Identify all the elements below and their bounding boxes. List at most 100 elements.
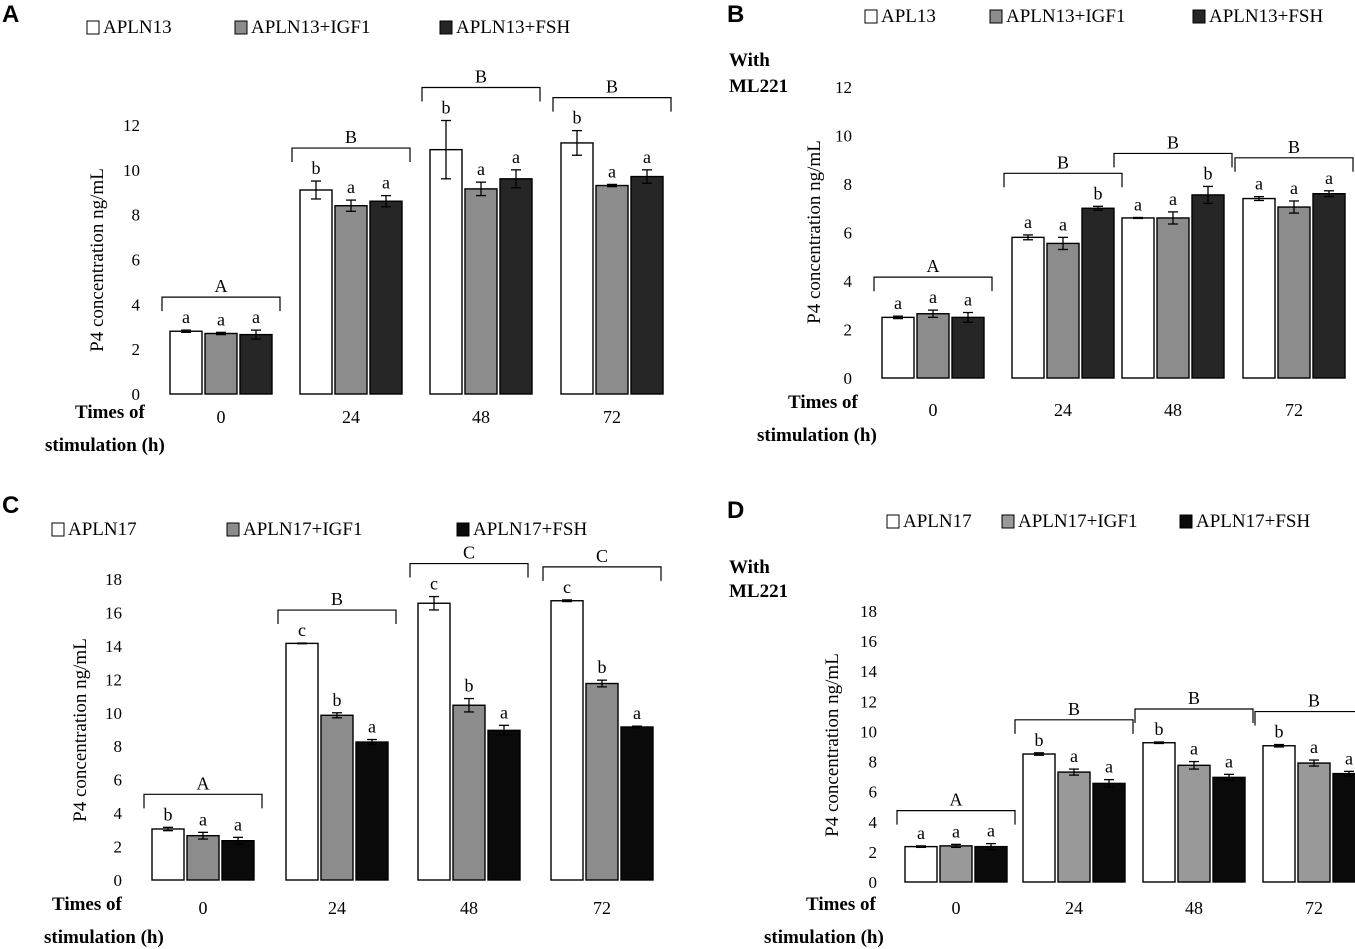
y-tick-label: 0 — [844, 369, 853, 388]
group-label: B — [331, 589, 343, 609]
group-bracket — [1134, 708, 1254, 723]
significance-label: a — [252, 307, 260, 327]
y-tick-label: 2 — [132, 340, 141, 359]
legend-swatch — [234, 20, 248, 35]
bar — [169, 330, 203, 395]
y-tick-label: 2 — [114, 838, 123, 857]
significance-label: a — [929, 287, 937, 307]
y-tick-label: 8 — [844, 175, 853, 194]
bar — [452, 704, 486, 881]
significance-label: a — [234, 814, 242, 834]
x-axis-label: Times of — [75, 402, 146, 423]
panel-note: With — [729, 557, 770, 578]
legend-label: APLN13+IGF1 — [1006, 6, 1125, 27]
y-tick-label: 6 — [114, 771, 123, 790]
significance-label: a — [217, 309, 225, 329]
group-label: C — [463, 543, 475, 563]
legend-swatch — [1001, 514, 1015, 529]
legend-label: APLN17+IGF1 — [1018, 511, 1137, 532]
panel-letter: B — [727, 1, 744, 28]
y-axis-label: P4 concentration ng/mL — [87, 168, 108, 352]
legend-swatch — [864, 9, 878, 24]
panel-note: ML221 — [729, 581, 788, 602]
x-tick-label: 48 — [1164, 400, 1182, 420]
significance-label: b — [465, 676, 474, 696]
y-tick-label: 4 — [132, 295, 141, 314]
x-tick-label: 24 — [1065, 898, 1083, 918]
bar — [285, 642, 319, 881]
legend-label: APL13 — [881, 6, 936, 27]
bar — [151, 828, 185, 881]
significance-label: a — [964, 290, 972, 310]
bar — [939, 845, 973, 883]
significance-label: a — [1169, 189, 1177, 209]
y-tick-label: 10 — [835, 127, 852, 146]
legend-label: APLN13+FSH — [1209, 6, 1323, 27]
significance-label: a — [347, 177, 355, 197]
x-axis-label: stimulation (h) — [45, 435, 165, 456]
bar — [204, 332, 238, 395]
bar — [974, 845, 1008, 883]
legend-swatch — [1179, 514, 1193, 529]
y-tick-label: 2 — [844, 321, 853, 340]
bar — [239, 333, 273, 395]
bar — [881, 316, 915, 379]
bar — [1312, 192, 1346, 379]
significance-label: b — [442, 98, 451, 118]
group-label: B — [345, 127, 357, 147]
x-axis-label: Times of — [52, 894, 123, 915]
y-tick-label: 2 — [869, 843, 878, 862]
x-tick-label: 72 — [1305, 898, 1323, 918]
legend-label: APLN13+FSH — [456, 17, 570, 38]
group-bracket — [161, 296, 281, 312]
group-label: B — [475, 67, 487, 87]
x-axis-label: Times of — [806, 894, 877, 915]
group-label: A — [950, 790, 963, 810]
bar — [1277, 206, 1311, 379]
bar — [1191, 194, 1225, 379]
significance-label: b — [312, 158, 321, 178]
significance-label: a — [1345, 748, 1353, 768]
legend-swatch — [439, 20, 453, 35]
x-tick-label: 48 — [1185, 898, 1203, 918]
y-tick-label: 6 — [132, 251, 141, 270]
y-axis-label: P4 concentration ng/mL — [70, 638, 91, 822]
bar — [299, 189, 333, 395]
bar — [1212, 776, 1246, 883]
bar — [620, 726, 654, 881]
bar — [585, 682, 619, 881]
group-label: A — [197, 773, 210, 793]
x-tick-label: 0 — [929, 400, 938, 420]
y-tick-label: 10 — [123, 161, 140, 180]
y-tick-label: 4 — [869, 813, 878, 832]
bar — [1092, 782, 1126, 883]
bar — [1156, 217, 1190, 379]
bar — [369, 200, 403, 395]
significance-label: b — [598, 657, 607, 677]
group-bracket — [873, 276, 993, 292]
group-label: A — [215, 276, 228, 296]
significance-label: b — [1035, 730, 1044, 750]
bar — [1022, 753, 1056, 883]
group-bracket — [291, 147, 411, 163]
significance-label: a — [477, 159, 485, 179]
bar — [186, 834, 220, 881]
panel-letter: D — [727, 497, 744, 524]
significance-label: b — [573, 108, 582, 128]
legend-swatch — [1192, 9, 1206, 24]
significance-label: c — [298, 620, 306, 640]
group-bracket — [1003, 172, 1123, 188]
x-tick-label: 0 — [217, 407, 226, 427]
legend-label: APLN17+IGF1 — [243, 519, 362, 540]
significance-label: a — [500, 702, 508, 722]
group-label: B — [1068, 699, 1080, 719]
y-tick-label: 6 — [844, 224, 853, 243]
x-tick-label: 48 — [472, 407, 490, 427]
x-tick-label: 0 — [952, 898, 961, 918]
bar — [464, 188, 498, 395]
group-label: B — [1308, 691, 1320, 711]
x-tick-label: 72 — [593, 898, 611, 918]
x-tick-label: 48 — [460, 898, 478, 918]
group-label: B — [606, 77, 618, 97]
